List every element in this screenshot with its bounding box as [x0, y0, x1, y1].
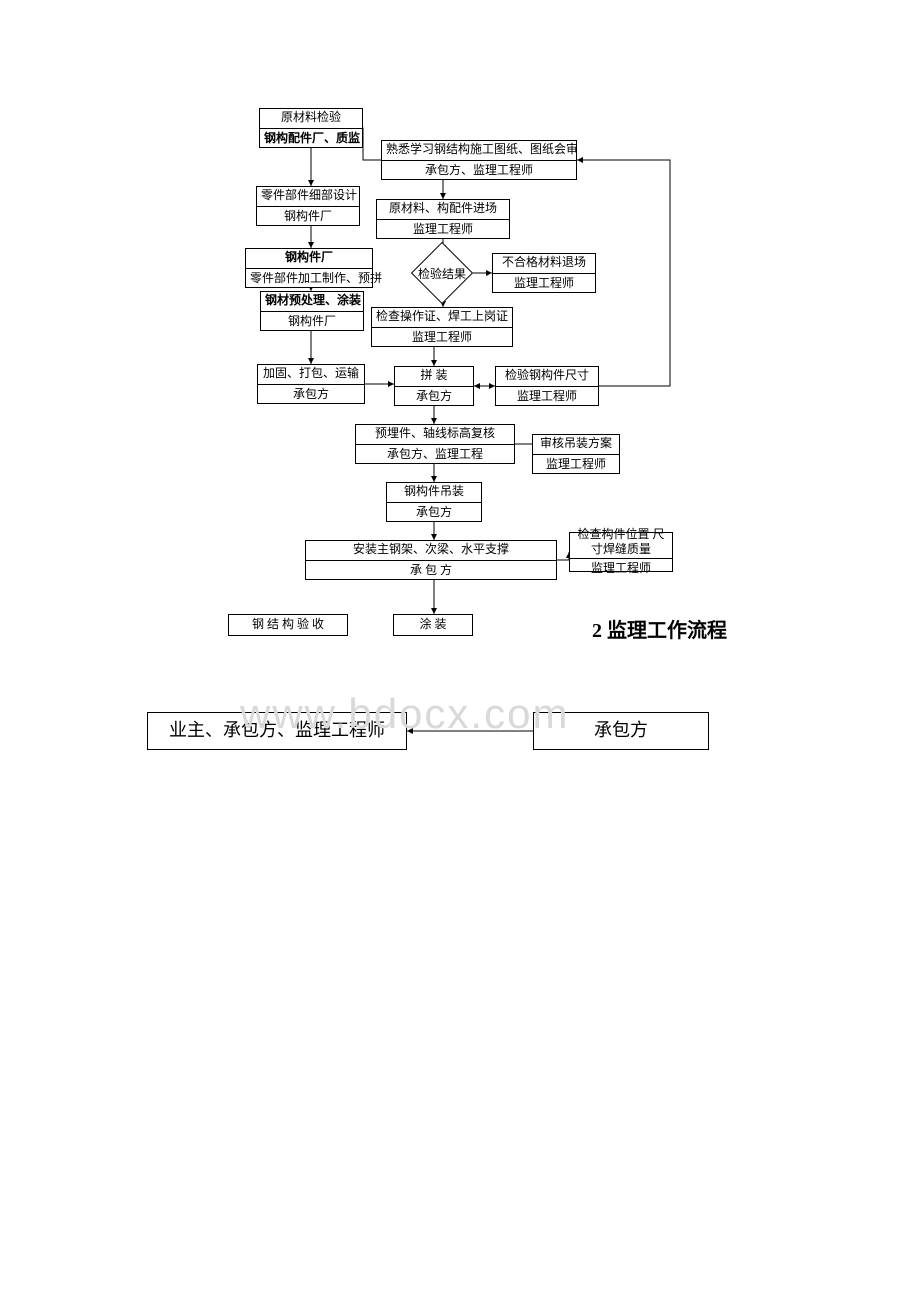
- node-n18-row0: 涂 装: [394, 615, 472, 635]
- node-n8-row1: 监理工程师: [372, 327, 512, 348]
- decision-d1: [411, 242, 473, 304]
- node-n13: 审核吊装方案监理工程师: [532, 434, 620, 474]
- node-n17-row0: 钢 结 构 验 收: [229, 615, 347, 635]
- node-n15-row1: 承 包 方: [306, 560, 556, 581]
- node-n1-row0: 原材料检验: [260, 108, 362, 128]
- node-n11-row1: 监理工程师: [496, 386, 598, 407]
- node-n12-row1: 承包方、监理工程: [356, 444, 514, 465]
- node-n8-row0: 检查操作证、焊工上岗证: [372, 307, 512, 327]
- node-n13-row0: 审核吊装方案: [533, 434, 619, 454]
- node-n16-row0: 检查构件位置 尺寸焊缝质量: [570, 525, 672, 558]
- edge-16: [557, 552, 569, 560]
- node-n7: 钢材预处理、涂装钢构件厂: [260, 291, 364, 331]
- node-n9-row1: 承包方: [258, 384, 364, 405]
- node-n9: 加固、打包、运输承包方: [257, 364, 365, 404]
- node-n7-row0: 钢材预处理、涂装: [261, 291, 363, 311]
- flowchart-canvas: 原材料检验钢构配件厂、质监熟悉学习钢结构施工图纸、图纸会审承包方、监理工程师零件…: [0, 0, 920, 1302]
- node-n2-row0: 熟悉学习钢结构施工图纸、图纸会审: [382, 140, 576, 160]
- node-n16-row1: 监理工程师: [570, 558, 672, 579]
- node-n2-row1: 承包方、监理工程师: [382, 160, 576, 181]
- node-n15: 安装主钢架、次梁、水平支撑承 包 方: [305, 540, 557, 580]
- node-n14-row0: 钢构件吊装: [387, 482, 481, 502]
- edge-layer: [0, 0, 920, 1302]
- node-n6-row0: 不合格材料退场: [493, 253, 595, 273]
- node-b1: 业主、承包方、监理工程师: [147, 712, 407, 750]
- node-n9-row0: 加固、打包、运输: [258, 364, 364, 384]
- node-n4-row0: 原材料、构配件进场: [377, 199, 509, 219]
- node-n18: 涂 装: [393, 614, 473, 636]
- node-n3-row1: 钢构件厂: [257, 206, 359, 227]
- node-n1-row1: 钢构配件厂、质监: [260, 128, 362, 149]
- node-n5: 钢构件厂零件部件加工制作、预拼: [245, 248, 373, 288]
- node-b1-row0: 业主、承包方、监理工程师: [148, 717, 406, 744]
- node-n4: 原材料、构配件进场监理工程师: [376, 199, 510, 239]
- node-n7-row1: 钢构件厂: [261, 311, 363, 332]
- node-n6-row1: 监理工程师: [493, 273, 595, 294]
- node-n12-row0: 预埋件、轴线标高复核: [356, 424, 514, 444]
- node-n2: 熟悉学习钢结构施工图纸、图纸会审承包方、监理工程师: [381, 140, 577, 180]
- node-b2: 承包方: [533, 712, 709, 750]
- node-n3: 零件部件细部设计钢构件厂: [256, 186, 360, 226]
- node-n12: 预埋件、轴线标高复核承包方、监理工程: [355, 424, 515, 464]
- node-n10: 拼 装承包方: [394, 366, 474, 406]
- node-n1: 原材料检验钢构配件厂、质监: [259, 108, 363, 148]
- node-n11: 检验钢构件尺寸监理工程师: [495, 366, 599, 406]
- node-n5-row1: 零件部件加工制作、预拼: [246, 268, 372, 289]
- node-n11-row0: 检验钢构件尺寸: [496, 366, 598, 386]
- node-n16: 检查构件位置 尺寸焊缝质量监理工程师: [569, 532, 673, 572]
- node-n5-row0: 钢构件厂: [246, 248, 372, 268]
- node-n6: 不合格材料退场监理工程师: [492, 253, 596, 293]
- node-n10-row1: 承包方: [395, 386, 473, 407]
- node-n3-row0: 零件部件细部设计: [257, 186, 359, 206]
- node-n8: 检查操作证、焊工上岗证监理工程师: [371, 307, 513, 347]
- node-b2-row0: 承包方: [534, 717, 708, 744]
- node-n15-row0: 安装主钢架、次梁、水平支撑: [306, 540, 556, 560]
- node-n14-row1: 承包方: [387, 502, 481, 523]
- node-n13-row1: 监理工程师: [533, 454, 619, 475]
- node-n17: 钢 结 构 验 收: [228, 614, 348, 636]
- section-title: 2 监理工作流程: [592, 614, 727, 643]
- node-n14: 钢构件吊装承包方: [386, 482, 482, 522]
- node-n4-row1: 监理工程师: [377, 219, 509, 240]
- node-n10-row0: 拼 装: [395, 366, 473, 386]
